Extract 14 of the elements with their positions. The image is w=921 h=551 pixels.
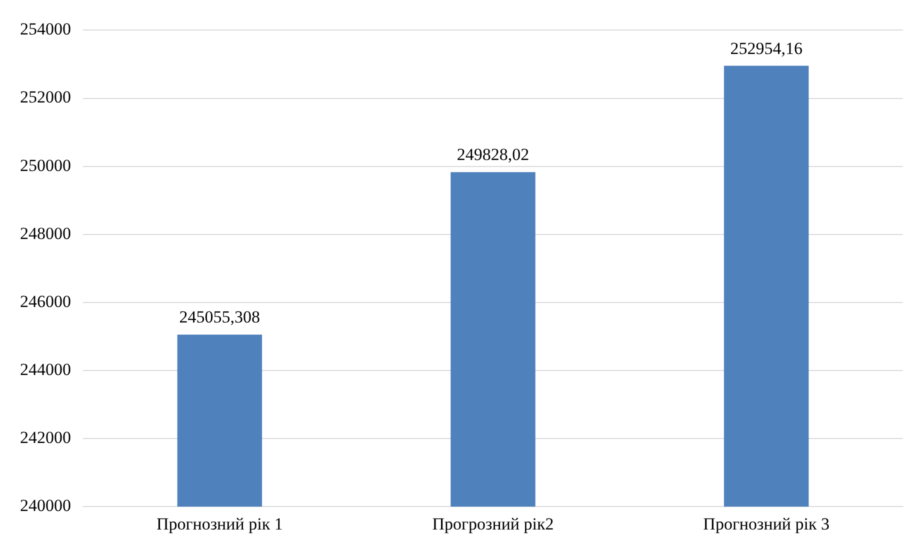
data-label: 245055,308 [179, 308, 260, 327]
y-tick-label: 244000 [20, 360, 71, 379]
y-tick-label: 246000 [20, 292, 71, 311]
data-label: 249828,02 [456, 145, 530, 164]
x-tick-label: Прогрозний рік2 [432, 514, 554, 534]
y-tick-label: 254000 [20, 20, 71, 39]
x-tick-label: Прогнозний рік 1 [156, 514, 283, 534]
y-tick-label: 240000 [20, 496, 71, 516]
x-tick-label: Прогнозний рік 3 [703, 514, 830, 534]
y-tick-label: 250000 [20, 156, 71, 175]
y-tick-label: 242000 [20, 428, 71, 448]
y-tick-label: 248000 [20, 224, 71, 243]
y-tick-label: 252000 [20, 88, 71, 107]
data-label: 252954,16 [730, 38, 802, 58]
